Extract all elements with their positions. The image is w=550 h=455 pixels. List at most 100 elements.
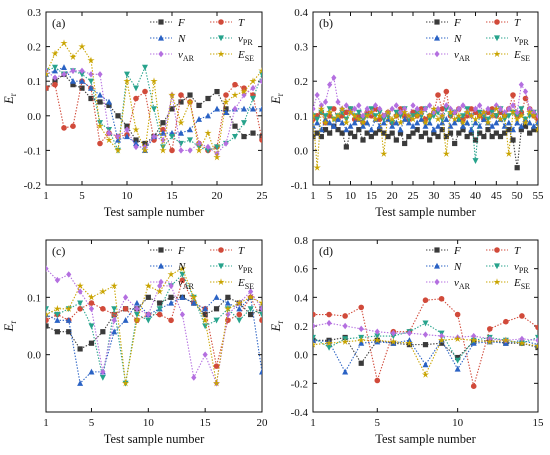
data-point-N [88, 368, 95, 375]
data-point-T [70, 123, 76, 129]
data-point-N [160, 129, 166, 136]
data-point-N [168, 299, 175, 306]
data-point-N [451, 119, 458, 126]
data-point-vPR [54, 311, 61, 318]
data-point-N [122, 317, 129, 323]
data-point-vAR [133, 143, 139, 151]
data-point-T [88, 300, 95, 306]
data-point-vAR [485, 105, 491, 113]
data-point-ESE [78, 42, 86, 50]
legend-marker-N [434, 262, 440, 269]
legend-label-vAR: vAR [454, 49, 471, 63]
y-tick-label: 0.1 [27, 292, 41, 304]
data-point-ESE [484, 118, 492, 126]
x-tick-label: 15 [200, 417, 212, 429]
data-point-vAR [472, 105, 479, 113]
data-point-N [97, 91, 103, 98]
data-point-T [331, 106, 337, 112]
data-point-F [142, 140, 148, 147]
x-tick-label: 1 [310, 417, 316, 429]
data-point-N [77, 380, 84, 386]
data-point-vAR [497, 105, 504, 113]
data-point-ESE [150, 77, 158, 85]
data-point-N [535, 119, 538, 126]
data-point-N [79, 78, 85, 84]
data-point-vAR [427, 102, 433, 109]
legend-label-ESE: ESE [513, 277, 530, 291]
data-point-T [535, 324, 538, 331]
data-point-ESE [53, 305, 61, 312]
data-point-F [259, 133, 262, 140]
series-line-vAR [313, 322, 538, 341]
data-point-ESE [430, 105, 438, 112]
data-point-N [178, 129, 184, 136]
data-point-vPR [111, 306, 118, 312]
data-point-ESE [486, 337, 494, 345]
data-point-F [124, 123, 130, 129]
data-point-F [452, 140, 458, 147]
data-point-vAR [88, 71, 94, 78]
legend-marker-F [434, 247, 440, 253]
series-line-ESE [46, 267, 262, 384]
data-point-vPR [355, 109, 362, 116]
data-point-N [430, 126, 437, 133]
x-tick-label: 5 [375, 417, 381, 429]
legend-label-F: F [177, 245, 185, 257]
data-point-ESE [496, 115, 505, 123]
data-point-F [497, 133, 504, 140]
data-point-vAR [519, 335, 525, 343]
data-point-F [196, 102, 202, 109]
legend-marker-N [434, 34, 440, 41]
data-point-vAR [535, 337, 538, 344]
data-point-N [351, 119, 358, 126]
data-point-F [489, 133, 495, 140]
data-point-ESE [371, 115, 380, 123]
legend-label-ESE: ESE [237, 277, 254, 291]
data-point-ESE [476, 112, 484, 119]
data-point-vAR [77, 288, 83, 295]
x-tick-label: 10 [452, 417, 464, 429]
data-point-ESE [144, 282, 152, 289]
data-point-N [514, 119, 521, 126]
series-line-vAR [46, 268, 262, 386]
data-point-ESE [235, 299, 243, 307]
series-group [46, 264, 262, 387]
data-point-T [213, 363, 220, 369]
data-point-vPR [133, 311, 140, 318]
data-point-ESE [437, 336, 446, 344]
x-tick-label: 15 [366, 190, 378, 202]
data-point-N [364, 119, 371, 126]
data-point-F [343, 144, 349, 150]
x-tick-label: 15 [533, 417, 545, 429]
data-point-N [493, 119, 500, 126]
y-tick-label: 0.4 [294, 7, 308, 19]
data-point-ESE [168, 91, 176, 99]
data-point-N [88, 84, 94, 91]
data-point-vAR [331, 74, 337, 81]
data-point-N [472, 119, 479, 126]
y-tick-label: 0.2 [27, 42, 41, 54]
data-point-ESE [401, 108, 409, 116]
data-point-vAR [377, 105, 383, 113]
data-point-T [397, 106, 404, 112]
x-axis-label: Test sample number [375, 205, 476, 219]
data-point-ESE [388, 115, 396, 123]
data-point-F [431, 130, 437, 136]
data-point-T [438, 295, 445, 302]
data-point-F [168, 294, 174, 300]
data-point-vPR [313, 113, 316, 119]
data-point-N [214, 105, 220, 112]
x-tick-label: 5 [327, 190, 333, 202]
data-point-vPR [380, 116, 387, 123]
data-point-ESE [258, 299, 262, 307]
data-point-N [187, 126, 193, 133]
legend-marker-N [158, 262, 164, 269]
x-tick-label: 20 [212, 190, 224, 202]
data-point-ESE [534, 342, 538, 350]
data-point-T [179, 277, 186, 283]
data-point-ESE [249, 77, 257, 85]
legend-label-vAR: vAR [178, 277, 195, 291]
